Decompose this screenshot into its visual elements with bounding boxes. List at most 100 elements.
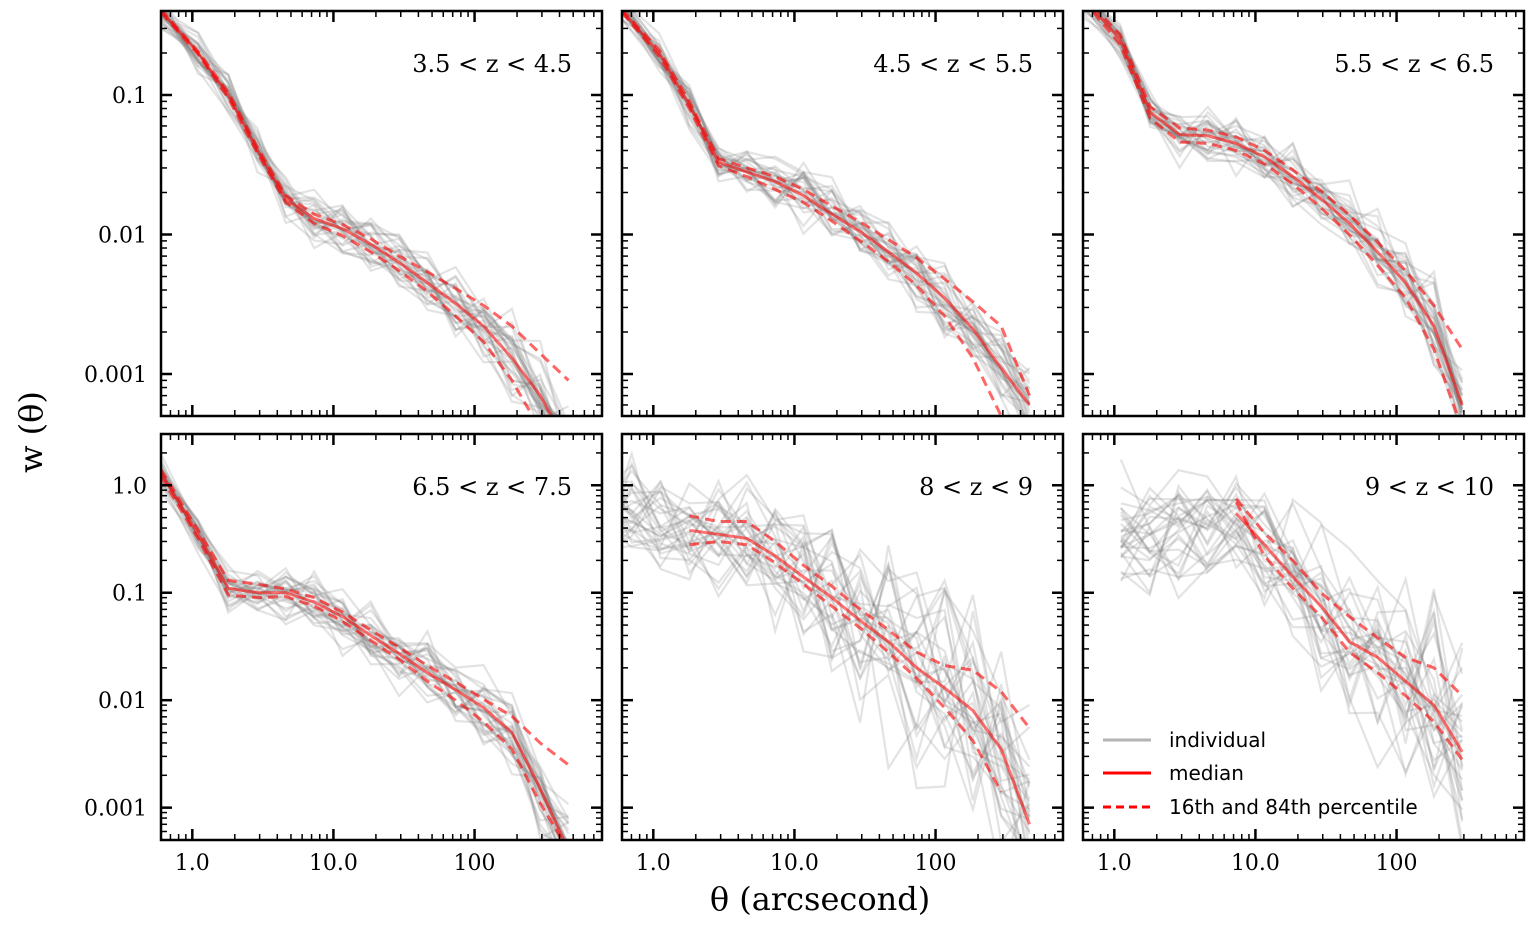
individual-line xyxy=(1091,11,1464,396)
p84-line xyxy=(1095,11,1464,351)
x-tick-label: 10.0 xyxy=(1231,851,1280,876)
x-tick-label: 10.0 xyxy=(309,851,358,876)
x-axis-label: θ (arcsecond) xyxy=(710,880,930,918)
y-tick-label: 0.01 xyxy=(98,689,147,714)
individual-line xyxy=(161,485,561,840)
y-tick-label: 0.001 xyxy=(84,363,147,388)
individual-line xyxy=(161,470,567,840)
x-tick-label: 100 xyxy=(1376,851,1418,876)
individual-line xyxy=(1120,498,1464,791)
p84-line xyxy=(1234,497,1464,697)
panel-frame xyxy=(1081,9,1526,418)
individual-line xyxy=(622,506,1030,783)
panel-frame xyxy=(159,432,604,842)
individual-line xyxy=(1120,483,1464,769)
individual-line xyxy=(1086,11,1464,403)
plot-area xyxy=(622,449,1031,840)
individual-line xyxy=(1119,511,1463,745)
panel-title: 3.5 < z < 4.5 xyxy=(412,50,572,78)
median-line xyxy=(161,472,566,840)
individual-line xyxy=(630,11,1027,416)
individual-line xyxy=(161,22,545,416)
panel-3: 5.5 < z < 6.5 xyxy=(1081,9,1526,418)
individual-line xyxy=(161,453,555,840)
individual-line xyxy=(161,473,554,840)
panel-frame xyxy=(620,9,1065,418)
p84-line xyxy=(689,514,1031,730)
median-line xyxy=(1234,512,1464,753)
individual-line xyxy=(1120,496,1464,770)
panel-frame xyxy=(620,432,1065,842)
individual-line xyxy=(622,486,1031,803)
individual-line xyxy=(622,463,1031,817)
individual-line xyxy=(162,11,569,416)
individual-line xyxy=(161,470,570,831)
y-tick-label: 0.01 xyxy=(98,223,147,248)
panel-title: 4.5 < z < 5.5 xyxy=(873,50,1033,78)
x-tick-label: 1.0 xyxy=(1097,851,1132,876)
panel-2: 4.5 < z < 5.5 xyxy=(620,9,1065,418)
individual-line xyxy=(622,478,1031,768)
individual-line xyxy=(622,480,1031,790)
individual-line xyxy=(161,463,553,840)
individual-line xyxy=(1097,11,1458,416)
individual-line xyxy=(622,515,1031,724)
individual-line xyxy=(161,471,565,840)
panel-frame xyxy=(159,9,604,418)
p16-line xyxy=(1090,11,1460,416)
x-tick-label: 100 xyxy=(915,851,957,876)
individual-line xyxy=(161,477,557,840)
individual-line xyxy=(1083,11,1464,413)
individual-line xyxy=(1119,486,1463,718)
individual-line xyxy=(622,11,1031,396)
individual-line xyxy=(622,531,1031,818)
individual-line xyxy=(169,11,556,416)
p84-line xyxy=(161,11,570,382)
individual-line xyxy=(161,27,560,416)
individual-line xyxy=(1120,503,1464,758)
legend-label-individual: individual xyxy=(1169,728,1266,752)
individual-line xyxy=(622,449,1019,840)
panel-title: 6.5 < z < 7.5 xyxy=(412,473,572,501)
individual-line xyxy=(1120,497,1464,800)
panel-5: 1.0 10.0 100 8 < z < 9 xyxy=(620,432,1065,876)
plot-area xyxy=(1119,459,1464,840)
individual-line xyxy=(622,480,1031,819)
individual-line xyxy=(1085,11,1464,413)
individual-line xyxy=(1090,11,1464,407)
individual-line xyxy=(1119,505,1464,811)
individual-line xyxy=(161,474,568,840)
individual-line xyxy=(1120,505,1464,790)
panel-title: 9 < z < 10 xyxy=(1365,473,1494,501)
individual-line xyxy=(161,491,570,835)
individual-line xyxy=(164,11,548,416)
panel-1: 0.1 0.01 0.001 3.5 < z < 4.5 xyxy=(84,9,604,418)
individual-line xyxy=(162,11,559,416)
p84-line xyxy=(622,11,1031,397)
legend: individual median 16th and 84th percentile xyxy=(1103,728,1418,819)
individual-line xyxy=(622,506,1031,812)
individual-line xyxy=(164,11,563,416)
plot-area xyxy=(161,11,570,416)
individual-line xyxy=(622,473,1031,810)
y-tick-label: 0.1 xyxy=(112,84,147,109)
individual-line xyxy=(161,474,570,821)
individual-line xyxy=(1090,11,1463,391)
individual-line xyxy=(622,486,1019,840)
individual-line xyxy=(1120,489,1464,770)
individual-line xyxy=(622,480,1031,840)
individual-line xyxy=(161,19,555,416)
legend-label-median: median xyxy=(1169,761,1244,785)
p16-line xyxy=(161,476,565,840)
median-line xyxy=(689,528,1031,825)
individual-line xyxy=(622,11,1030,404)
x-tick-label: 1.0 xyxy=(175,851,210,876)
individual-line xyxy=(622,490,1027,840)
individual-line xyxy=(161,19,560,416)
individual-line xyxy=(622,481,1031,781)
panel-6: 1.0 10.0 100 9 < z < 10 individual median 16th… xyxy=(1081,432,1526,876)
individual-line xyxy=(161,473,568,840)
individual-line xyxy=(622,502,1031,833)
individual-line xyxy=(161,482,557,840)
individual-line xyxy=(1095,11,1464,384)
